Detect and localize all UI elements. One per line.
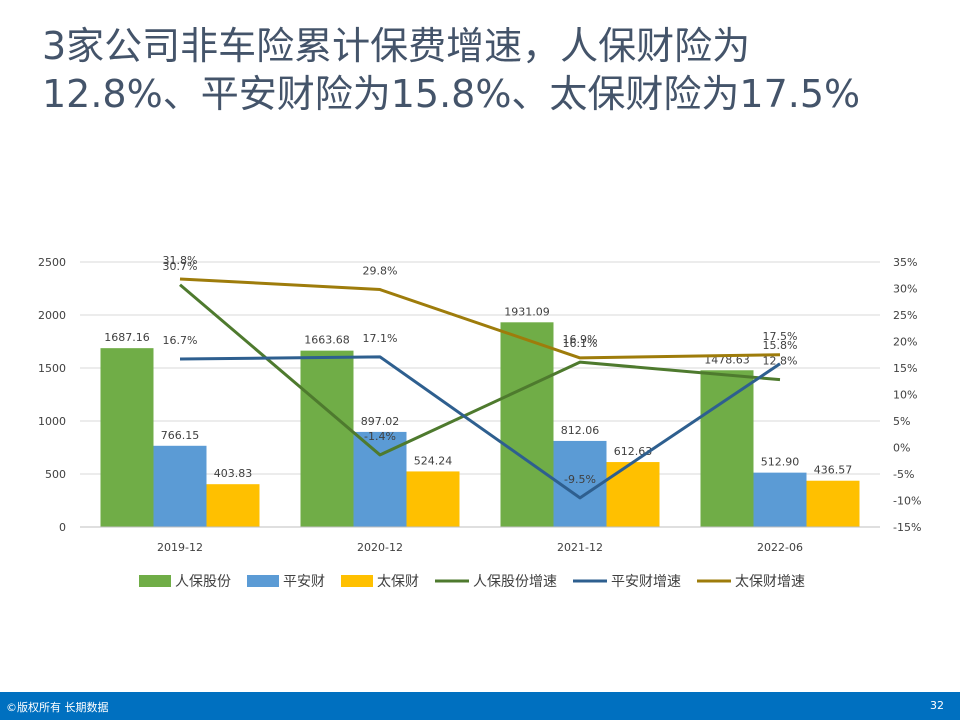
line-data-label: 17.5% xyxy=(763,330,798,343)
bar-data-label: 897.02 xyxy=(361,415,400,428)
line-data-label: -9.5% xyxy=(564,473,596,486)
bar xyxy=(753,472,807,527)
bar-data-label: 766.15 xyxy=(161,429,200,442)
line-data-label: 30.7% xyxy=(163,260,198,273)
y2-tick-label: 5% xyxy=(893,415,910,428)
x-tick-label: 2021-12 xyxy=(557,541,603,554)
y2-tick-label: -15% xyxy=(893,521,921,534)
legend-label: 平安财增速 xyxy=(611,574,681,590)
bar xyxy=(153,445,207,527)
legend-swatch xyxy=(139,575,171,587)
x-tick-label: 2020-12 xyxy=(357,541,403,554)
bar xyxy=(406,471,460,527)
page-title: 3家公司非车险累计保费增速，人保财险为 12.8%、平安财险为15.8%、太保财… xyxy=(42,22,942,118)
series-line xyxy=(179,283,781,457)
legend-label: 人保股份增速 xyxy=(473,574,557,590)
bar xyxy=(806,480,860,527)
line-data-label: 12.8% xyxy=(763,355,798,368)
legend-swatch xyxy=(341,575,373,587)
y-tick-label: 0 xyxy=(59,521,66,534)
bar-data-label: 1663.68 xyxy=(304,334,350,347)
y2-tick-label: -5% xyxy=(893,468,914,481)
title-line-2: 12.8%、平安财险为15.8%、太保财险为17.5% xyxy=(42,72,861,116)
bar xyxy=(100,348,154,527)
bar-data-label: 512.90 xyxy=(761,456,800,469)
y2-tick-label: 35% xyxy=(893,256,917,269)
bar-data-label: 403.83 xyxy=(214,467,253,480)
y2-tick-label: 30% xyxy=(893,283,917,296)
line-data-label: 16.1% xyxy=(563,337,598,350)
y-tick-label: 2500 xyxy=(38,256,66,269)
y-tick-label: 1000 xyxy=(38,415,66,428)
y2-tick-label: 25% xyxy=(893,309,917,322)
bar xyxy=(206,484,260,527)
bar-data-label: 524.24 xyxy=(414,454,453,467)
line-data-label: 31.8% xyxy=(163,254,198,267)
bar-data-label: 812.06 xyxy=(561,424,600,437)
y-tick-label: 2000 xyxy=(38,309,66,322)
y2-tick-label: 20% xyxy=(893,336,917,349)
line-data-label: -1.4% xyxy=(364,430,396,443)
legend-label: 太保财 xyxy=(377,574,419,590)
legend-label: 太保财增速 xyxy=(735,574,805,590)
copyright-text: ©版权所有 长期数据 xyxy=(6,701,109,714)
line-data-label: 17.1% xyxy=(363,332,398,345)
page-number: 32 xyxy=(930,699,944,712)
legend-label: 平安财 xyxy=(283,574,325,590)
series-line xyxy=(179,277,781,360)
title-line-1: 3家公司非车险累计保费增速，人保财险为 xyxy=(42,24,751,68)
bar-data-label: 1687.16 xyxy=(104,331,150,344)
legend-swatch xyxy=(247,575,279,587)
line-data-label: 29.8% xyxy=(363,265,398,278)
y2-tick-label: 10% xyxy=(893,389,917,402)
bar xyxy=(606,462,660,527)
legend-label: 人保股份 xyxy=(175,574,231,590)
bar xyxy=(300,350,354,527)
bar-data-label: 1931.09 xyxy=(504,305,550,318)
bar xyxy=(700,370,754,527)
series-line xyxy=(179,355,781,500)
x-tick-label: 2022-06 xyxy=(757,541,803,554)
y-tick-label: 500 xyxy=(45,468,66,481)
x-tick-label: 2019-12 xyxy=(157,541,203,554)
bar-data-label: 436.57 xyxy=(814,464,853,477)
combo-chart: 0 500 1000 1500 2000 2500 -15% -10% -5% 0% 5% 10% 15… xyxy=(38,254,921,590)
bar xyxy=(500,322,554,527)
y2-tick-label: -10% xyxy=(893,495,921,508)
line-data-label: 16.9% xyxy=(563,333,598,346)
line-data-label: 15.8% xyxy=(763,339,798,352)
y-tick-label: 1500 xyxy=(38,362,66,375)
line-data-label: 16.7% xyxy=(163,334,198,347)
y2-tick-label: 0% xyxy=(893,442,910,455)
footer-bar: ©版权所有 长期数据 32 xyxy=(0,692,960,720)
y2-tick-label: 15% xyxy=(893,362,917,375)
